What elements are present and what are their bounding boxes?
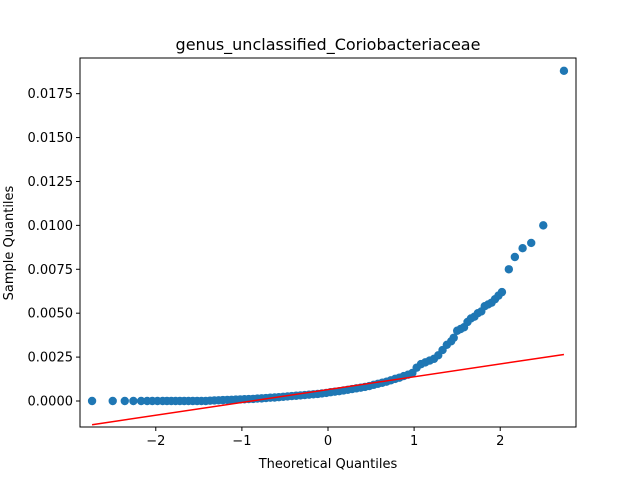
x-axis-label: Theoretical Quantiles	[258, 457, 398, 472]
y-axis-label: Sample Quantiles	[2, 185, 17, 300]
x-tick-label: −2	[146, 434, 165, 449]
reference-line	[91, 353, 565, 426]
plot-area: −2 −1 0 1 2 0.00000.00250.00500.00750.01000.…	[28, 57, 577, 449]
x-tick-label: 0	[324, 434, 332, 449]
data-point	[136, 396, 146, 406]
data-point	[539, 221, 548, 230]
data-point	[504, 265, 514, 274]
chart-title: genus_unclassified_Coriobacteriaceae	[176, 35, 481, 55]
y-axis: 0.0000 0.0025 0.0050 0.0075 0.0100 0.0125 0.01…	[28, 87, 80, 410]
reference-line-layer	[91, 353, 565, 426]
y-tick-label: 0.0100	[28, 219, 74, 234]
y-tick-label: 0.0150	[28, 131, 74, 146]
x-axis: −2 −1 0 1 2	[146, 427, 504, 449]
y-tick-label: 0.0025	[28, 351, 74, 366]
data-point	[518, 244, 527, 253]
y-tick-label: 0.0125	[28, 175, 74, 190]
data-point	[527, 238, 536, 248]
data-point	[510, 252, 520, 262]
points-layer	[87, 66, 569, 406]
data-point	[87, 396, 97, 406]
data-point	[129, 396, 138, 406]
y-tick-label: 0.0050	[28, 307, 74, 322]
data-point	[497, 287, 507, 297]
y-tick-label: 0.0000	[28, 395, 74, 410]
x-tick-label: −1	[232, 434, 251, 449]
x-tick-label: 2	[496, 434, 504, 449]
data-point	[120, 396, 129, 406]
axes-frame	[79, 57, 577, 428]
data-point	[559, 66, 569, 76]
x-tick-label: 1	[410, 434, 418, 449]
y-tick-label: 0.0075	[28, 263, 74, 278]
data-point	[108, 396, 117, 406]
data-point	[449, 333, 458, 342]
y-tick-label: 0.0175	[28, 87, 74, 102]
